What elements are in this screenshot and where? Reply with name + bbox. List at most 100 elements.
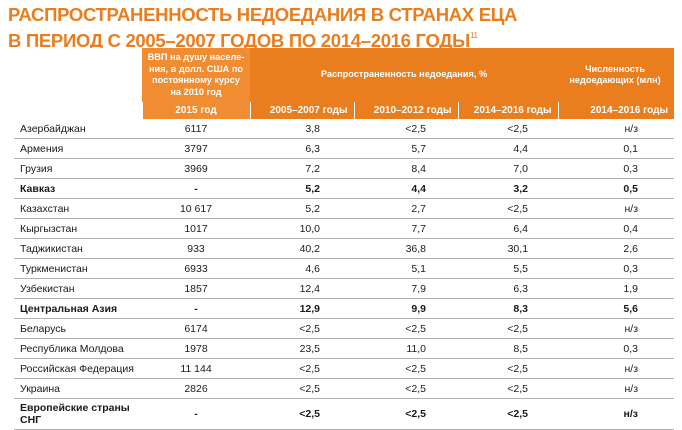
undernourished-number: н/з: [558, 358, 675, 379]
gdp-value: 6933: [142, 258, 250, 279]
undernourished-number: 0,4: [558, 218, 675, 239]
prevalence-2014: <2,5: [458, 358, 559, 379]
undernourished-number: 0,5: [558, 178, 675, 199]
country-name: Узбекистан: [14, 278, 142, 299]
country-name: Кавказ: [14, 178, 142, 199]
table-row: Таджикистан 933 40,2 36,8 30,1 2,6: [14, 238, 675, 259]
gdp-value: 1017: [142, 218, 250, 239]
prevalence-2014: 30,1: [458, 238, 559, 259]
table-body: Азербайджан 6117 3,8 <2,5 <2,5 н/з Армения 3797…: [14, 119, 675, 430]
prevalence-2005: 5,2: [250, 178, 354, 199]
prevalence-2010: 8,4: [354, 158, 458, 179]
prevalence-2014: 3,2: [458, 178, 559, 199]
gdp-value: -: [142, 178, 250, 199]
prevalence-2005: 12,4: [250, 278, 354, 299]
prevalence-2014: 8,3: [458, 298, 559, 319]
country-name: Центральная Азия: [14, 298, 142, 319]
gdp-value: 1857: [142, 278, 250, 299]
document-title: РАСПРОСТРАНЕННОСТЬ НЕДОЕДАНИЯ В СТРАНАХ …: [8, 4, 517, 51]
country-name: Азербайджан: [14, 119, 142, 139]
prevalence-2005: 7,2: [250, 158, 354, 179]
table-row: Армения 3797 6,3 5,7 4,4 0,1: [14, 138, 675, 159]
gdp-value: 3797: [142, 138, 250, 159]
prevalence-2010: 11,0: [354, 338, 458, 359]
undernourished-number: 1,9: [558, 278, 675, 299]
country-name: Российская Федерация: [14, 358, 142, 379]
prevalence-2014: 6,4: [458, 218, 559, 239]
country-name: Туркменистан: [14, 258, 142, 279]
header-year-gdp: 2015 год: [141, 102, 250, 119]
prevalence-2014: 8,5: [458, 338, 559, 359]
table-row: Беларусь 6174 <2,5 <2,5 <2,5 н/з: [14, 318, 675, 339]
gdp-value: 1978: [142, 338, 250, 359]
footnote-mark: 11: [469, 31, 478, 40]
gdp-value: 933: [142, 238, 250, 259]
header-gdp: ВВП на душу населе-ния, в долл. США по п…: [142, 48, 250, 102]
undernourishment-table: ВВП на душу населе-ния, в долл. США по п…: [14, 48, 675, 430]
header-year-2014: 2014–2016 годы: [457, 102, 559, 119]
prevalence-2010: <2,5: [354, 358, 458, 379]
undernourished-number: н/з: [558, 398, 675, 430]
prevalence-2005: 6,3: [250, 138, 354, 159]
table-row: Узбекистан 1857 12,4 7,9 6,3 1,9: [14, 278, 675, 299]
table-row: Туркменистан 6933 4,6 5,1 5,5 0,3: [14, 258, 675, 279]
table-row: Республика Молдова 1978 23,5 11,0 8,5 0,3: [14, 338, 675, 359]
undernourished-number: н/з: [558, 378, 675, 399]
table-row: Российская Федерация 11 144 <2,5 <2,5 <2,5 н/…: [14, 358, 675, 379]
gdp-value: -: [142, 298, 250, 319]
header-year-2010: 2010–2012 годы: [353, 102, 458, 119]
table-row: Казахстан 10 617 5,2 2,7 <2,5 н/з: [14, 198, 675, 219]
country-name: Казахстан: [14, 198, 142, 219]
prevalence-2010: 7,9: [354, 278, 458, 299]
gdp-value: 6174: [142, 318, 250, 339]
prevalence-2014: <2,5: [458, 198, 559, 219]
header-row-years: 2015 год 2005–2007 годы 2010–2012 годы 2…: [14, 102, 675, 119]
country-name: Таджикистан: [14, 238, 142, 259]
prevalence-2005: 12,9: [250, 298, 354, 319]
prevalence-2010: <2,5: [354, 318, 458, 339]
gdp-value: 3969: [142, 158, 250, 179]
prevalence-2010: <2,5: [354, 119, 458, 139]
prevalence-2005: 23,5: [250, 338, 354, 359]
undernourished-number: 0,3: [558, 338, 675, 359]
undernourished-number: 0,3: [558, 158, 675, 179]
subtotal-row: Европейские страны СНГ - <2,5 <2,5 <2,5 н/з: [14, 398, 675, 430]
prevalence-2014: 6,3: [458, 278, 559, 299]
header-prevalence: Распространенность недоедания, %: [250, 48, 559, 102]
undernourished-number: 2,6: [558, 238, 675, 259]
prevalence-2005: 40,2: [250, 238, 354, 259]
prevalence-2005: 3,8: [250, 119, 354, 139]
table-row: Украина 2826 <2,5 <2,5 <2,5 н/з: [14, 378, 675, 399]
title-line-2: В ПЕРИОД С 2005–2007 ГОДОВ ПО 2014–2016 …: [8, 30, 478, 51]
prevalence-2005: 4,6: [250, 258, 354, 279]
undernourished-number: 5,6: [558, 298, 675, 319]
prevalence-2010: 9,9: [354, 298, 458, 319]
country-name: Армения: [14, 138, 142, 159]
prevalence-2010: 7,7: [354, 218, 458, 239]
country-name: Беларусь: [14, 318, 142, 339]
gdp-value: 10 617: [142, 198, 250, 219]
undernourished-number: 0,1: [558, 138, 675, 159]
undernourished-number: н/з: [558, 318, 675, 339]
prevalence-2010: 5,7: [354, 138, 458, 159]
country-name: Украина: [14, 378, 142, 399]
prevalence-2010: 2,7: [354, 198, 458, 219]
prevalence-2014: <2,5: [458, 119, 559, 139]
prevalence-2005: <2,5: [250, 318, 354, 339]
header-row-groups: ВВП на душу населе-ния, в долл. США по п…: [14, 48, 675, 102]
subtotal-row: Кавказ -5,2 4,4 3,2 0,5: [14, 178, 675, 199]
prevalence-2014: <2,5: [458, 398, 559, 430]
prevalence-2014: <2,5: [458, 378, 559, 399]
prevalence-2005: 10,0: [250, 218, 354, 239]
table-row: Грузия 3969 7,2 8,4 7,0 0,3: [14, 158, 675, 179]
subtotal-row: Центральная Азия -12,9 9,9 8,3 5,6: [14, 298, 675, 319]
prevalence-2005: <2,5: [250, 358, 354, 379]
prevalence-2010: 36,8: [354, 238, 458, 259]
gdp-value: 6117: [142, 119, 250, 139]
country-name: Республика Молдова: [14, 338, 142, 359]
undernourished-number: 0,3: [558, 258, 675, 279]
prevalence-2014: 4,4: [458, 138, 559, 159]
prevalence-2010: <2,5: [354, 398, 458, 430]
header-year-2005: 2005–2007 годы: [249, 102, 354, 119]
prevalence-2005: <2,5: [250, 398, 354, 430]
